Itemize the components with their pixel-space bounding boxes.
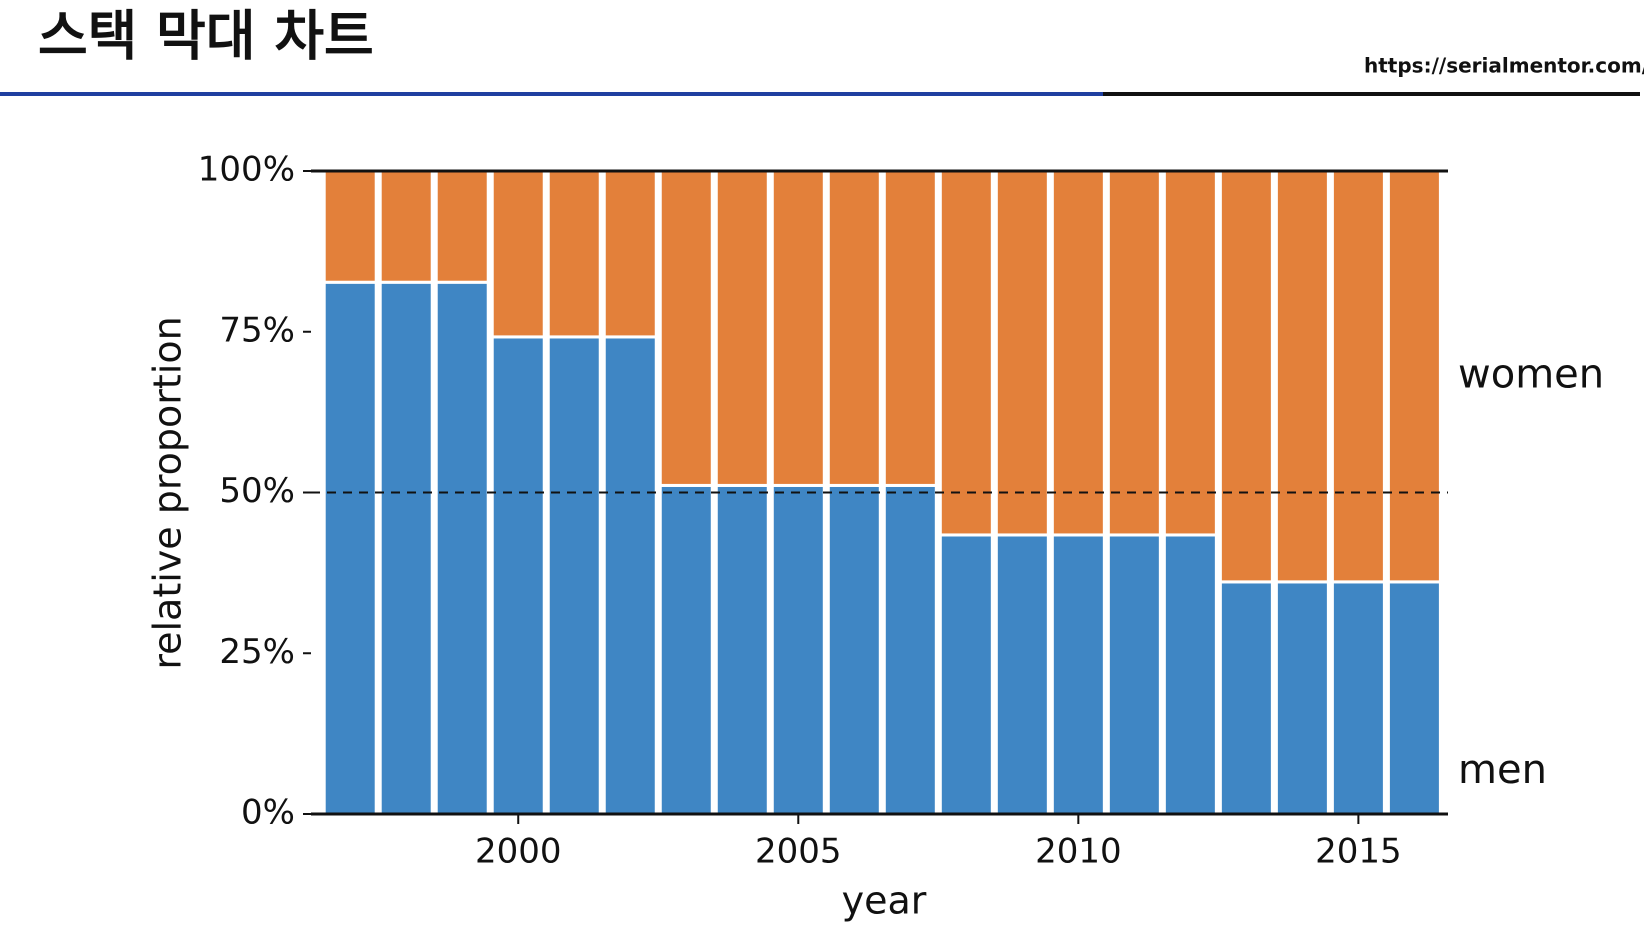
x-tick-label: 2010 (1035, 832, 1122, 872)
y-axis-label: relative proportion (146, 316, 190, 669)
y-tick-label: 50% (219, 471, 295, 511)
bar-segment (1162, 533, 1218, 816)
bar-segment (1274, 580, 1330, 816)
bar-segment (938, 533, 994, 816)
source-url: https://serialmentor.com/ (1364, 54, 1644, 78)
bar-segment (1386, 169, 1442, 584)
x-axis-label: year (842, 879, 927, 923)
x-tick-label: 2000 (475, 832, 562, 872)
bar-segment (378, 280, 434, 816)
series-label: women (1458, 351, 1604, 397)
bar-segment (1218, 580, 1274, 816)
y-tick-label: 75% (219, 310, 295, 350)
bar-segment (994, 533, 1050, 816)
y-tick-label: 0% (241, 793, 295, 833)
bar-segment (322, 280, 378, 816)
header-rule-blue (0, 92, 1103, 96)
bar-segment (378, 169, 434, 284)
bar-segment (882, 483, 938, 816)
bar-segment (826, 483, 882, 816)
bar-segment (1106, 533, 1162, 816)
bar-segment (1050, 533, 1106, 816)
bar-segment (882, 169, 938, 487)
bar-segment (546, 335, 602, 816)
bar-segment (490, 335, 546, 816)
bar-segment (1330, 169, 1386, 584)
bar-segment (1330, 580, 1386, 816)
bar-segment (770, 483, 826, 816)
bar-segment (490, 169, 546, 339)
bar-segment (546, 169, 602, 339)
bar-segment (434, 280, 490, 816)
bar-segment (1050, 169, 1106, 537)
bar-segment (434, 169, 490, 284)
bar-segment (322, 169, 378, 284)
bar-segment (1274, 169, 1330, 584)
bar-segment (602, 169, 658, 339)
slide-title: 스택 막대 차트 (38, 5, 374, 68)
bar-segment (994, 169, 1050, 537)
bar-segment (938, 169, 994, 537)
bar-segment (826, 169, 882, 487)
bar-segment (714, 483, 770, 816)
header-rule-black (1103, 92, 1640, 96)
bar-segment (1386, 580, 1442, 816)
bar-segment (714, 169, 770, 487)
bar-segment (658, 483, 714, 816)
bar-segment (770, 169, 826, 487)
x-tick-label: 2005 (755, 832, 842, 872)
bar-segment (1106, 169, 1162, 537)
bar-segment (1218, 169, 1274, 584)
bar-segment (658, 169, 714, 487)
bar-segment (1162, 169, 1218, 537)
x-tick-label: 2015 (1315, 832, 1402, 872)
series-label: men (1458, 747, 1547, 793)
y-tick-label: 100% (198, 150, 295, 190)
bar-segment (602, 335, 658, 816)
y-tick-label: 25% (219, 632, 295, 672)
